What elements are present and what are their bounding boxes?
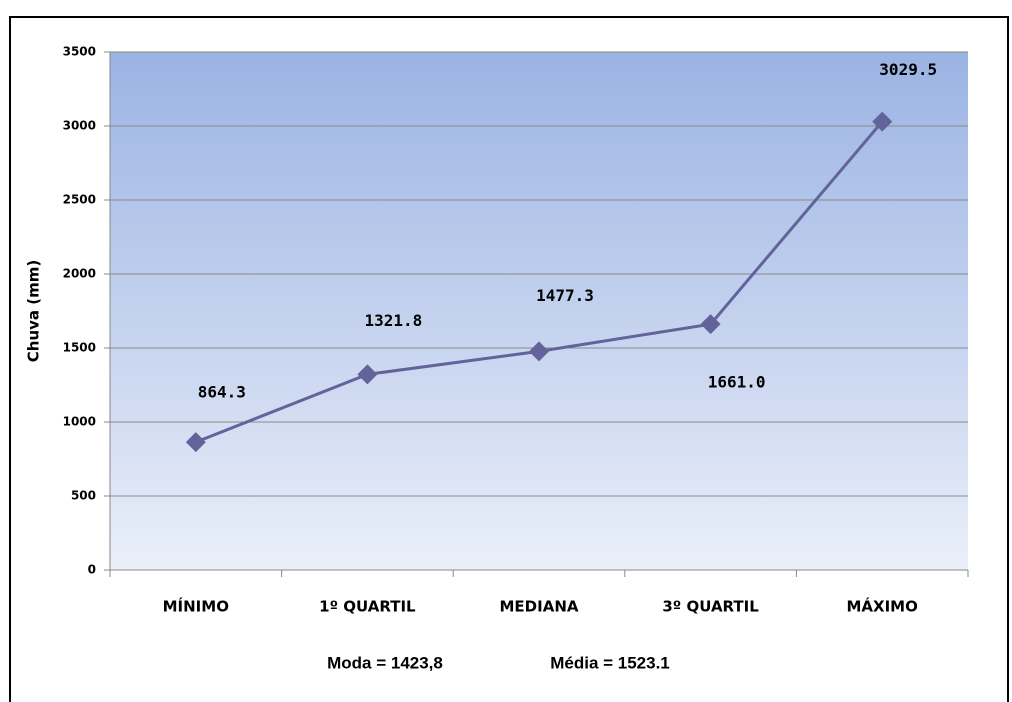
x-tick-label: 1º QUARTIL: [319, 598, 416, 616]
x-tick-label: 3º QUARTIL: [662, 598, 759, 616]
y-axis-label: Chuva (mm): [25, 260, 43, 362]
annotation: Média = 1523.1: [550, 653, 670, 672]
plot-area: [110, 52, 968, 570]
marker: [872, 111, 893, 132]
y-tick-label: 2000: [63, 267, 96, 281]
data-label: 3029.5: [879, 60, 937, 79]
marker: [357, 364, 378, 385]
y-tick-label: 500: [71, 489, 96, 503]
data-label: 1661.0: [708, 373, 766, 392]
y-tick-label: 2500: [63, 193, 96, 207]
data-label: 1477.3: [536, 286, 594, 305]
marker: [185, 432, 206, 453]
data-label: 1321.8: [365, 311, 423, 330]
annotation: Moda = 1423,8: [327, 653, 443, 672]
y-tick-label: 0: [88, 563, 96, 577]
y-tick-label: 3000: [63, 119, 96, 133]
y-tick-label: 3500: [63, 45, 96, 59]
data-label: 864.3: [198, 383, 246, 402]
frame: [9, 16, 1009, 702]
x-tick-label: MÍNIMO: [163, 597, 229, 616]
marker: [529, 341, 549, 362]
y-tick-label: 1000: [63, 415, 96, 429]
x-tick-label: MEDIANA: [500, 598, 579, 616]
y-tick-label: 1500: [63, 341, 96, 355]
marker: [700, 314, 721, 335]
x-tick-label: MÁXIMO: [847, 597, 918, 616]
